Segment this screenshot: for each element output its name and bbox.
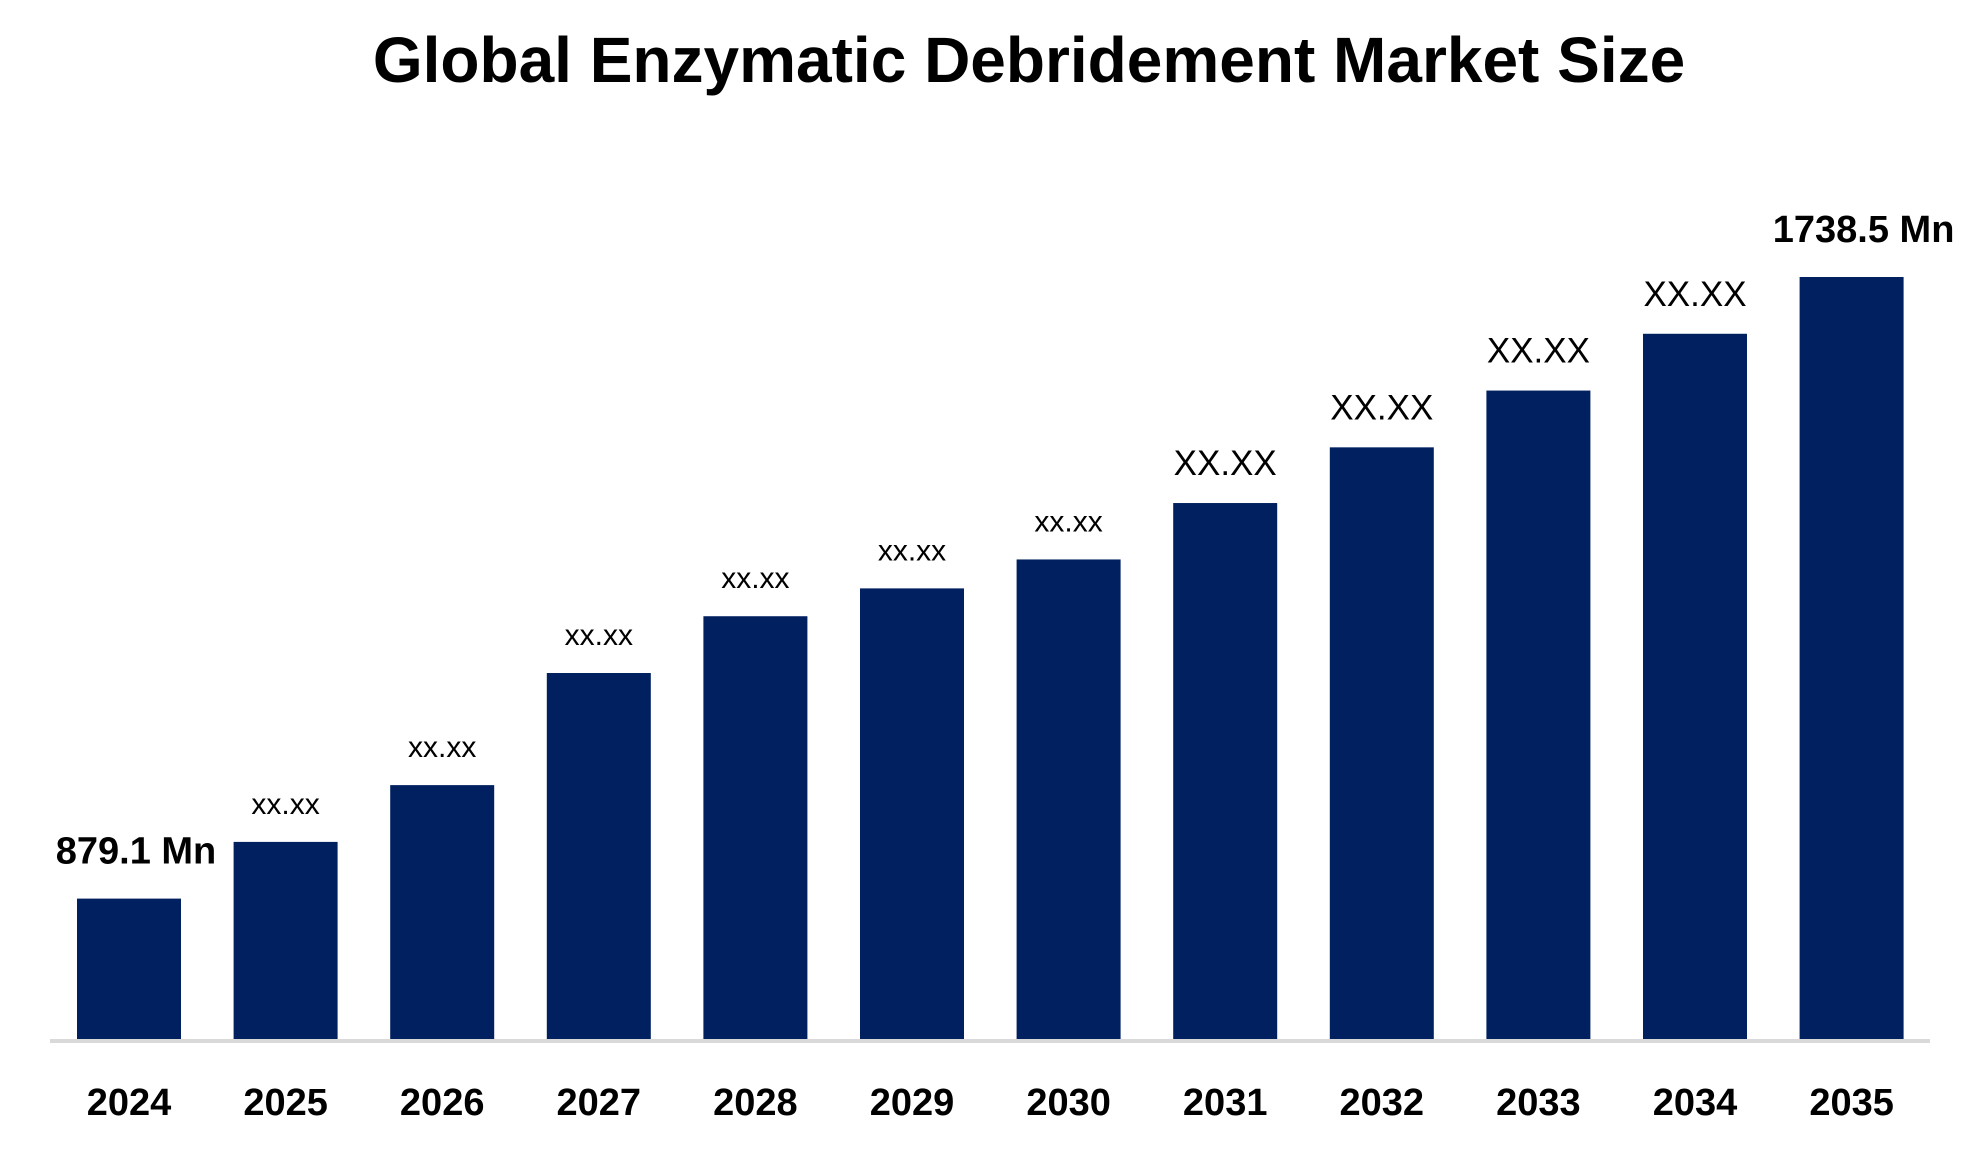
x-tick-label-2032: 2032 [1340,1082,1425,1124]
bar-2030 [1016,559,1121,1039]
bar-2026 [390,785,495,1039]
x-tick-label-2030: 2030 [1026,1082,1111,1124]
bar-2031 [1173,503,1278,1039]
x-tick-label-2027: 2027 [557,1082,642,1124]
x-tick-label-2029: 2029 [870,1082,955,1124]
data-label-2029: xx.xx [878,534,946,567]
x-tick-label-2034: 2034 [1653,1082,1738,1124]
chart-title: Global Enzymatic Debridement Market Size [373,24,1685,96]
data-label-2025: xx.xx [251,788,319,821]
data-label-2031: XX.XX [1174,444,1277,483]
x-tick-label-2026: 2026 [400,1082,485,1124]
data-label-2035: 1738.5 Mn [1773,209,1955,251]
x-tick-label-2028: 2028 [713,1082,798,1124]
bar-2033 [1486,390,1591,1040]
bar-2028 [703,616,808,1039]
x-tick-label-2033: 2033 [1496,1082,1581,1124]
data-label-2024: 879.1 Mn [56,831,217,873]
bar-2032 [1329,447,1434,1040]
bar-2029 [860,588,964,1039]
data-label-2028: xx.xx [721,562,789,595]
data-label-2030: xx.xx [1034,505,1102,538]
data-label-2033: XX.XX [1487,332,1590,371]
x-tick-label-2024: 2024 [87,1082,172,1124]
bar-2024 [77,898,181,1039]
bar-2035 [1799,277,1904,1039]
bar-2034 [1643,333,1747,1039]
data-label-2034: XX.XX [1643,275,1746,314]
data-label-2027: xx.xx [565,619,633,652]
data-label-2026: xx.xx [408,731,476,764]
x-tick-label-2035: 2035 [1809,1082,1894,1124]
bar-2027 [546,673,651,1039]
x-tick-label-2031: 2031 [1183,1082,1268,1124]
bar-2025 [233,841,338,1039]
data-label-2032: XX.XX [1330,388,1433,427]
x-tick-label-2025: 2025 [243,1082,328,1124]
